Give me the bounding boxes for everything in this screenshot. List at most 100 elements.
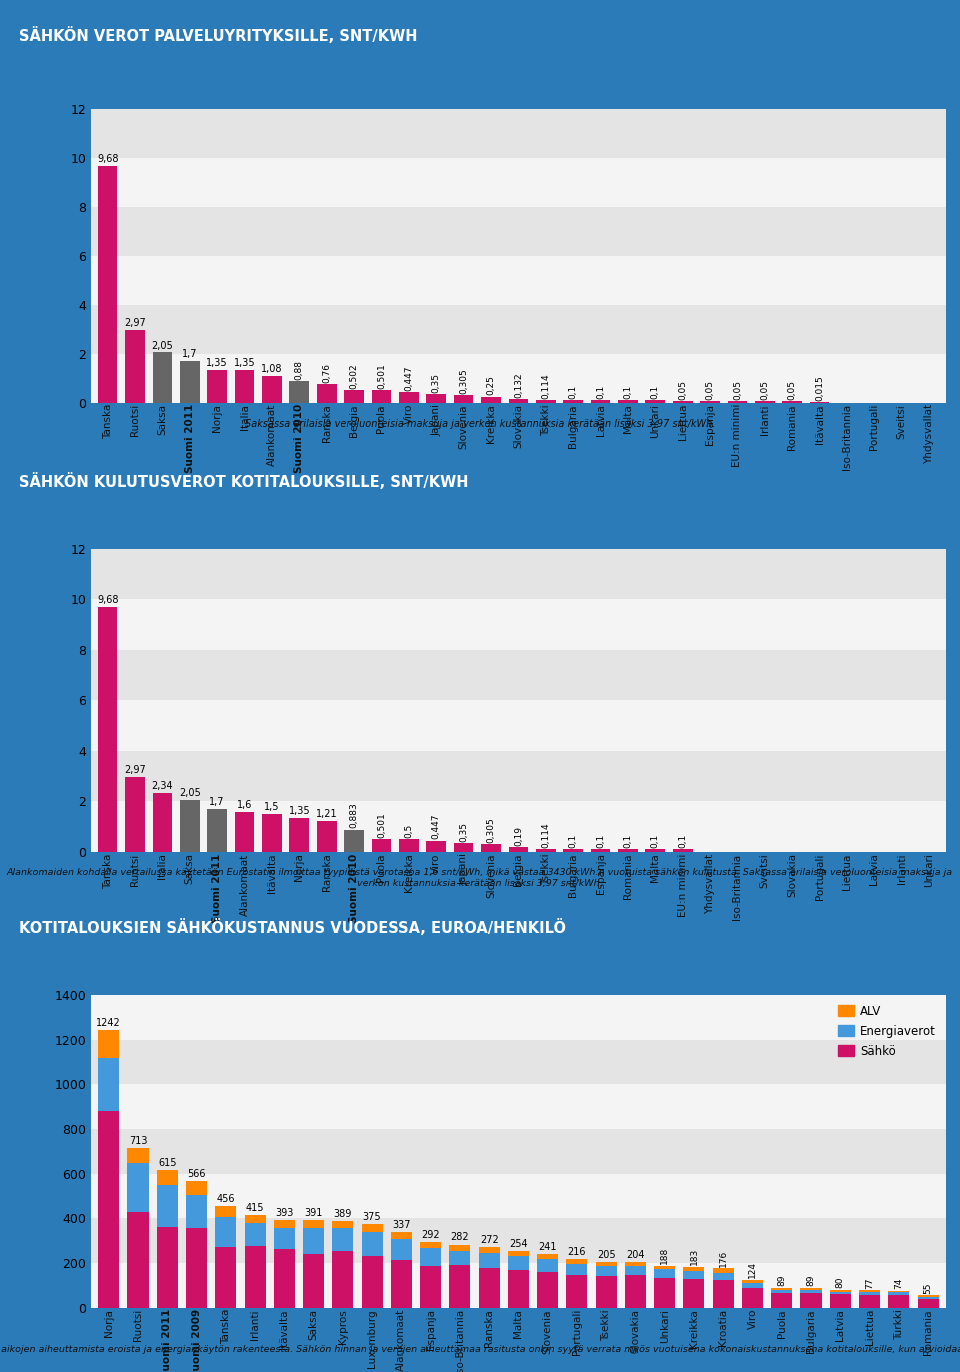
Text: KOTITALOUKSIEN SÄHKÖKUSTANNUS VUODESSA, EUROA/HENKILÖ: KOTITALOUKSIEN SÄHKÖKUSTANNUS VUODESSA, … — [19, 919, 566, 936]
Text: 0,305: 0,305 — [487, 818, 495, 842]
Bar — [362, 1232, 383, 1255]
Bar — [595, 1262, 616, 1266]
Text: 615: 615 — [158, 1158, 177, 1168]
Text: 0,88: 0,88 — [295, 359, 303, 380]
Bar — [673, 849, 692, 852]
Bar — [303, 1220, 324, 1228]
Text: 124: 124 — [748, 1261, 757, 1279]
Text: 9,68: 9,68 — [97, 154, 118, 163]
Bar — [595, 1266, 616, 1276]
Text: 1,35: 1,35 — [233, 358, 255, 368]
Text: 1,35: 1,35 — [289, 805, 310, 816]
Text: 0,1: 0,1 — [596, 384, 605, 399]
Text: 0,502: 0,502 — [349, 364, 359, 390]
Bar — [153, 793, 172, 852]
Bar — [91, 1040, 946, 1084]
Text: 1,08: 1,08 — [261, 365, 282, 375]
Bar — [91, 1218, 946, 1264]
Bar — [332, 1228, 353, 1251]
Bar — [186, 1181, 207, 1195]
Text: 9,68: 9,68 — [97, 595, 118, 605]
Bar — [742, 1280, 763, 1283]
Text: 337: 337 — [392, 1220, 411, 1231]
Text: 0,132: 0,132 — [514, 373, 523, 398]
Bar — [449, 1265, 470, 1308]
Bar — [128, 1148, 149, 1162]
Text: 2,05: 2,05 — [179, 788, 201, 799]
Bar — [801, 1288, 822, 1290]
Text: 0,05: 0,05 — [788, 380, 797, 401]
Bar — [449, 1251, 470, 1265]
Bar — [128, 1162, 149, 1211]
Text: 375: 375 — [363, 1211, 381, 1221]
Text: 0,1: 0,1 — [568, 384, 578, 399]
Text: 0,1: 0,1 — [678, 834, 687, 848]
Bar — [654, 1277, 675, 1308]
Bar — [538, 1259, 558, 1272]
Bar — [290, 381, 309, 403]
Text: 0,501: 0,501 — [377, 812, 386, 838]
Bar — [420, 1243, 442, 1249]
Bar — [479, 1253, 499, 1268]
Bar — [712, 1268, 733, 1273]
Bar — [420, 1266, 442, 1308]
Bar — [454, 395, 473, 403]
Bar — [98, 1111, 119, 1308]
Bar — [454, 844, 473, 852]
Text: 216: 216 — [567, 1247, 587, 1257]
Bar — [918, 1298, 939, 1308]
Bar — [98, 166, 117, 403]
Bar — [566, 1275, 588, 1308]
Bar — [186, 1195, 207, 1228]
Text: 0,19: 0,19 — [514, 826, 523, 847]
Bar — [509, 848, 528, 852]
Bar — [566, 1264, 588, 1275]
Text: 0,883: 0,883 — [349, 803, 359, 829]
Bar — [156, 1228, 178, 1308]
Text: 2,97: 2,97 — [124, 766, 146, 775]
Text: 2,97: 2,97 — [124, 318, 146, 328]
Bar — [362, 1224, 383, 1232]
Bar — [888, 1292, 909, 1295]
Bar — [362, 1255, 383, 1308]
Bar — [91, 549, 946, 600]
Bar — [91, 1264, 946, 1308]
Bar — [918, 1297, 939, 1298]
Bar — [449, 1244, 470, 1251]
Bar — [180, 800, 200, 852]
Bar — [595, 1276, 616, 1308]
Text: 0,05: 0,05 — [678, 380, 687, 401]
Bar — [771, 1288, 792, 1290]
Bar — [654, 1266, 675, 1269]
Bar — [91, 995, 946, 1040]
Bar — [332, 1221, 353, 1228]
Text: 272: 272 — [480, 1235, 498, 1244]
Bar — [290, 818, 309, 852]
Bar — [684, 1279, 705, 1308]
Bar — [399, 840, 419, 852]
Text: 0,05: 0,05 — [733, 380, 742, 401]
Bar — [91, 158, 946, 207]
Text: 0,447: 0,447 — [432, 814, 441, 840]
Bar — [481, 844, 501, 852]
Legend: ALV, Energiaverot, Sähkö: ALV, Energiaverot, Sähkö — [834, 1002, 940, 1062]
Bar — [538, 1272, 558, 1308]
Bar — [345, 391, 364, 403]
Bar — [625, 1262, 646, 1266]
Bar — [207, 369, 227, 403]
Bar — [712, 1273, 733, 1280]
Bar — [590, 401, 611, 403]
Bar — [391, 1239, 412, 1261]
Bar — [262, 814, 282, 852]
Bar — [91, 1084, 946, 1129]
Bar — [153, 353, 172, 403]
Text: 188: 188 — [660, 1247, 669, 1264]
Bar — [186, 1228, 207, 1308]
Bar — [590, 849, 611, 852]
Text: 415: 415 — [246, 1203, 264, 1213]
Text: 2,34: 2,34 — [152, 781, 173, 790]
Bar — [215, 1247, 236, 1308]
Bar — [829, 1290, 851, 1291]
Bar — [98, 1030, 119, 1058]
Bar — [345, 830, 364, 852]
